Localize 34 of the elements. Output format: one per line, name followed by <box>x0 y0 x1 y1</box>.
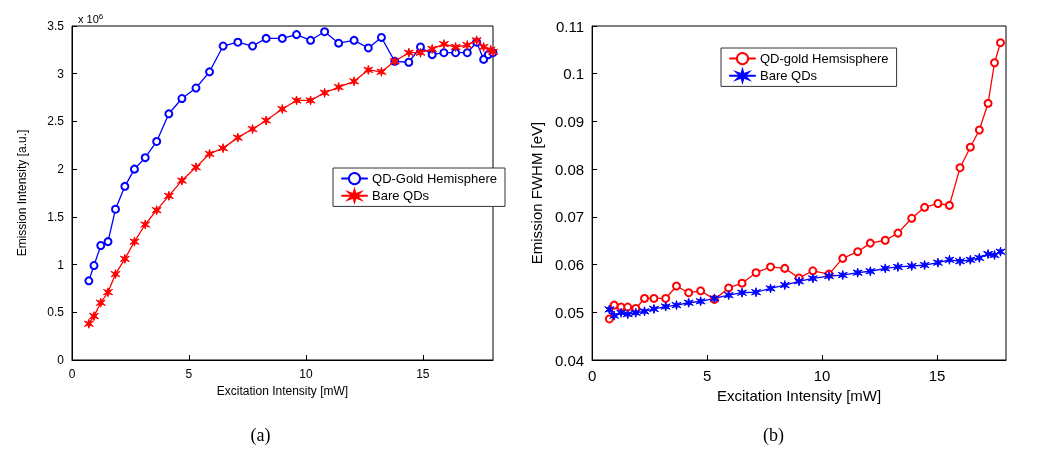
x-tick-label: 10 <box>299 367 313 381</box>
y-tick-label: 1.5 <box>47 209 65 224</box>
legend-label: QD-Gold Hemisphere <box>372 171 498 187</box>
y-tick-label: 2.5 <box>47 114 65 129</box>
x-tick-label: 15 <box>928 367 946 384</box>
y-tick-label: 0.5 <box>47 305 65 320</box>
text: (a) <box>250 425 271 446</box>
legend-label: QD-gold Hemsisphere <box>760 51 889 67</box>
x-tick-label: 5 <box>185 367 193 381</box>
x-tick-label: 10 <box>813 367 831 384</box>
x-tick-label: 5 <box>702 367 712 384</box>
y-axis-title: Emission FWHM [eV] <box>528 121 545 265</box>
y-tick-label: 0 <box>57 353 65 367</box>
y-tick-label: 0.07 <box>554 208 585 226</box>
y-tick-label: 0.05 <box>554 303 585 321</box>
x-tick-label: 0 <box>68 367 76 381</box>
y-tick-label: 3 <box>57 66 65 81</box>
x-tick-label: 15 <box>416 367 430 381</box>
y-tick-label: 2 <box>57 162 65 177</box>
y-axis-title: Emission Intensity [a.u.] <box>15 129 29 257</box>
legend-label: Bare QDs <box>372 188 430 204</box>
legend-label: Bare QDs <box>760 68 818 84</box>
x-axis-title: Excitation Intensity [mW] <box>716 386 882 404</box>
y-tick-label: 0.04 <box>554 351 585 369</box>
x-axis-title: Excitation Intensity [mW] <box>216 383 349 398</box>
y-tick-label: 0.11 <box>556 17 585 35</box>
y-tick-label: 0.09 <box>554 112 585 130</box>
y-tick-label: 0.08 <box>554 160 585 178</box>
y-tick-label: 0.1 <box>563 65 585 83</box>
text: (b) <box>763 425 785 446</box>
x-tick-label: 0 <box>587 367 597 384</box>
y-tick-label: 0.06 <box>554 256 585 274</box>
y-tick-label: 3.5 <box>47 19 65 33</box>
y-tick-label: 1 <box>57 257 65 272</box>
